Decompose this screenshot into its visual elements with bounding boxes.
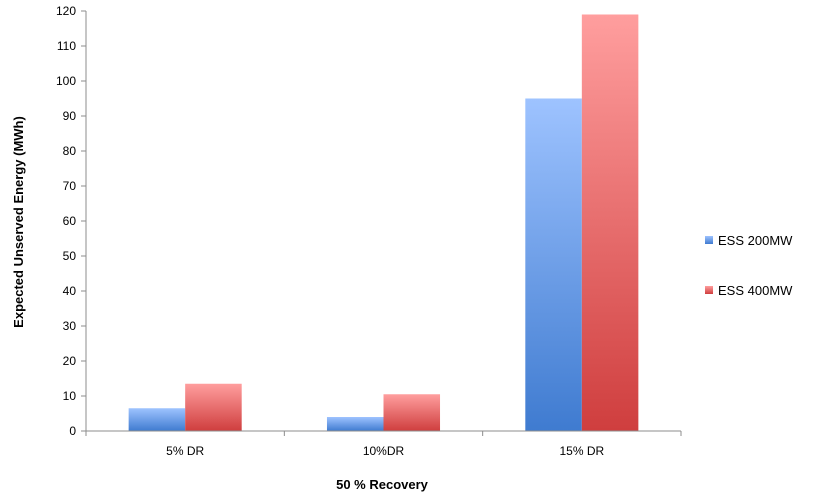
y-tick-label: 50 xyxy=(63,249,77,263)
x-axis: 5% DR 10%DR 15% DR xyxy=(85,430,682,458)
x-tick-label: 10%DR xyxy=(363,444,405,458)
legend: ESS 200MW ESS 400MW xyxy=(705,233,793,298)
bar-ess-200mw-0 xyxy=(128,408,186,431)
y-tick-label: 30 xyxy=(63,319,77,333)
x-axis-title: 50 % Recovery xyxy=(336,477,429,492)
y-tick-label: 60 xyxy=(63,214,77,228)
y-tick-label: 0 xyxy=(69,424,76,438)
y-tick-label: 100 xyxy=(56,74,76,88)
y-tick-label: 110 xyxy=(57,39,76,53)
y-tick-label: 10 xyxy=(63,389,77,403)
legend-swatch xyxy=(705,236,713,244)
bar-ess-400mw-2 xyxy=(581,14,639,431)
y-axis: 0 10 20 30 40 50 60 70 80 90 100 110 120 xyxy=(56,4,87,438)
bar-ess-400mw-0 xyxy=(185,383,242,431)
x-tick-label: 5% DR xyxy=(166,444,204,458)
y-axis-title: Expected Unserved Energy (MWh) xyxy=(11,116,26,328)
y-tick-label: 20 xyxy=(63,354,77,368)
y-tick-label: 120 xyxy=(56,4,76,18)
x-tick-label: 15% DR xyxy=(559,444,604,458)
bar-ess-200mw-2 xyxy=(525,98,582,431)
bar-ess-200mw-1 xyxy=(326,417,384,431)
legend-label: ESS 200MW xyxy=(718,233,793,248)
y-tick-label: 70 xyxy=(63,179,77,193)
y-tick-label: 80 xyxy=(63,144,77,158)
plot-area xyxy=(128,14,639,431)
y-tick-label: 40 xyxy=(63,284,77,298)
y-tick-label: 90 xyxy=(63,109,77,123)
legend-swatch xyxy=(705,286,713,294)
legend-label: ESS 400MW xyxy=(718,283,793,298)
bar-ess-400mw-1 xyxy=(383,394,441,431)
